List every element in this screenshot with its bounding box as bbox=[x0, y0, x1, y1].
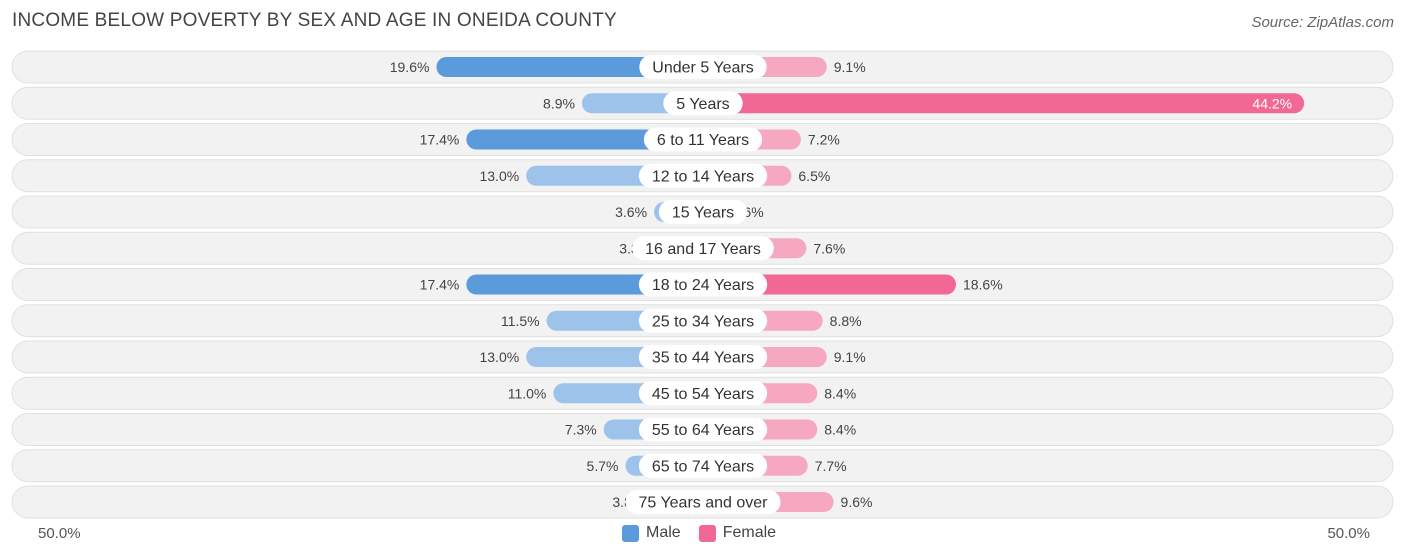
category-pill bbox=[625, 490, 781, 514]
female-value-label: 8.8% bbox=[830, 313, 862, 329]
legend-item-female: Female bbox=[698, 524, 777, 542]
female-value-label: 8.4% bbox=[824, 422, 856, 438]
category-label: 65 to 74 Years bbox=[652, 458, 754, 475]
male-value-label: 3.6% bbox=[615, 204, 647, 220]
category-label: Under 5 Years bbox=[652, 60, 753, 77]
axis-left-label: 50.0% bbox=[38, 525, 81, 542]
female-value-label: 9.1% bbox=[834, 59, 866, 75]
diverging-bar-chart: 19.6% 9.1% Under 5 Years 8.9% 44.2% 5 Years 17… bbox=[11, 50, 1394, 519]
legend-item-male: Male bbox=[622, 524, 681, 542]
category-label: 18 to 24 Years bbox=[652, 277, 754, 294]
category-label: 6 to 11 Years bbox=[657, 132, 749, 149]
male-swatch bbox=[622, 524, 639, 542]
female-value-label: 18.6% bbox=[963, 277, 1003, 293]
female-value-label: 6.5% bbox=[798, 168, 830, 184]
male-value-label: 13.0% bbox=[479, 349, 519, 365]
male-value-label: 5.7% bbox=[587, 458, 619, 474]
source-credit: Source: ZipAtlas.com bbox=[1251, 14, 1394, 31]
female-value-label: 7.2% bbox=[808, 132, 840, 148]
male-value-label: 19.6% bbox=[390, 59, 430, 75]
category-label: 55 to 64 Years bbox=[652, 422, 754, 439]
category-label: 16 and 17 Years bbox=[645, 241, 761, 258]
female-value-label: 9.1% bbox=[834, 349, 866, 365]
category-label: 25 to 34 Years bbox=[652, 313, 754, 330]
category-pill bbox=[638, 381, 768, 406]
category-pill bbox=[638, 345, 768, 369]
female-bar bbox=[703, 93, 1305, 114]
category-pill bbox=[632, 236, 774, 261]
female-bar bbox=[703, 274, 956, 295]
male-value-label: 11.5% bbox=[501, 313, 540, 329]
chart-title: INCOME BELOW POVERTY BY SEX AND AGE IN O… bbox=[12, 10, 617, 31]
male-value-label: 13.0% bbox=[479, 168, 519, 184]
category-pill bbox=[663, 91, 743, 116]
category-pill bbox=[658, 200, 748, 224]
category-pill bbox=[638, 453, 768, 478]
category-label: 5 Years bbox=[676, 96, 729, 113]
female-value-label: 7.7% bbox=[815, 458, 847, 474]
male-value-label: 17.4% bbox=[420, 277, 460, 293]
legend-female-label: Female bbox=[722, 524, 777, 541]
female-value-label: 44.2% bbox=[1252, 95, 1292, 111]
axis-right-label: 50.0% bbox=[1327, 525, 1370, 542]
male-value-label: 17.4% bbox=[420, 132, 460, 148]
male-bar bbox=[466, 129, 703, 150]
category-pill bbox=[643, 127, 763, 152]
category-label: 45 to 54 Years bbox=[652, 386, 754, 403]
male-value-label: 11.0% bbox=[508, 385, 547, 401]
category-label: 15 Years bbox=[672, 205, 734, 222]
category-pill bbox=[638, 272, 768, 297]
female-value-label: 9.6% bbox=[841, 494, 873, 510]
category-label: 35 to 44 Years bbox=[652, 350, 754, 367]
category-label: 12 to 14 Years bbox=[652, 168, 754, 185]
male-bar bbox=[436, 57, 703, 77]
female-swatch bbox=[698, 524, 716, 542]
male-value-label: 7.3% bbox=[565, 422, 597, 438]
legend: Male Female bbox=[622, 524, 794, 542]
category-pill bbox=[639, 55, 767, 79]
category-label: 75 Years and over bbox=[639, 495, 769, 512]
male-value-label: 8.9% bbox=[543, 95, 575, 111]
female-value-label: 8.4% bbox=[824, 385, 856, 401]
female-value-label: 7.6% bbox=[813, 240, 845, 256]
category-pill bbox=[638, 163, 768, 188]
category-pill bbox=[638, 417, 768, 442]
category-pill bbox=[638, 308, 768, 333]
legend-male-label: Male bbox=[646, 524, 681, 541]
